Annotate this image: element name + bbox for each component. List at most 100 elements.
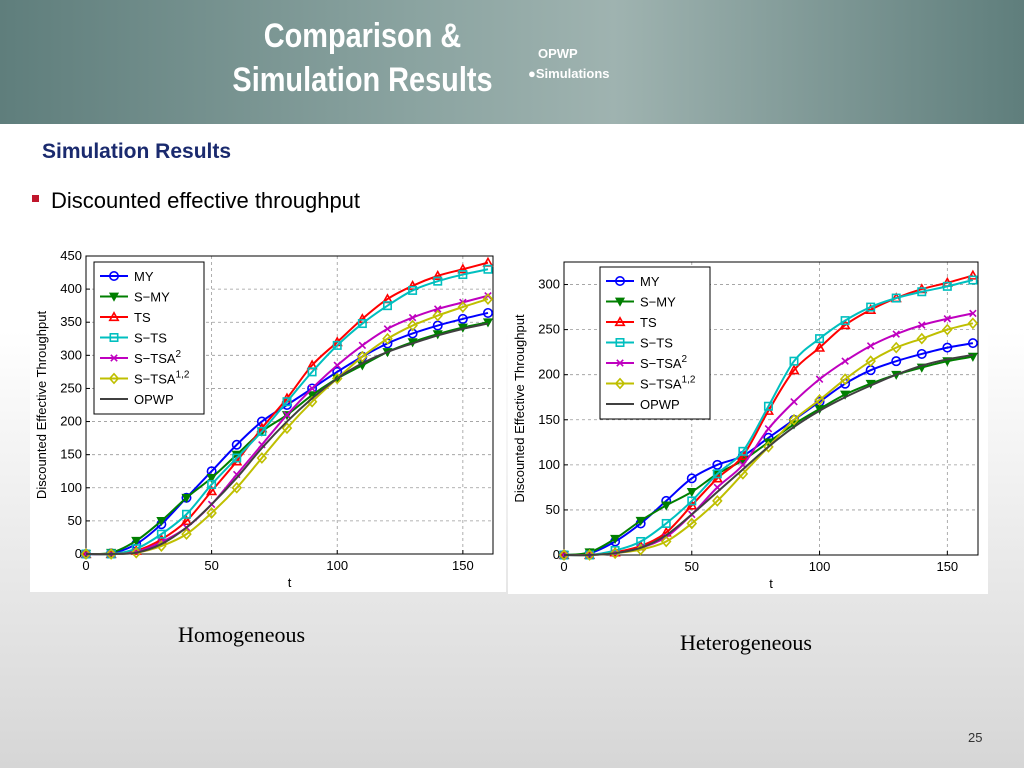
data-point	[969, 309, 977, 318]
data-point	[483, 264, 493, 274]
data-point	[333, 361, 342, 370]
data-point	[357, 319, 367, 329]
y-tick-label: 100	[60, 480, 82, 495]
caption-homogeneous: Homogeneous	[178, 622, 306, 647]
bullet-item: Discounted effective throughput	[32, 188, 360, 214]
data-point	[968, 275, 978, 285]
legend-marker	[109, 333, 119, 343]
x-tick-label: 150	[452, 558, 474, 573]
data-point	[282, 397, 292, 407]
legend-label: MY	[640, 274, 660, 289]
legend-marker	[614, 377, 626, 390]
data-point	[432, 270, 444, 281]
data-point	[181, 493, 192, 503]
data-point	[788, 413, 800, 426]
y-tick-label: 50	[546, 502, 560, 517]
data-point	[80, 548, 92, 560]
data-point	[458, 270, 468, 280]
plot-frame	[563, 261, 979, 556]
data-point	[967, 269, 979, 280]
data-point	[257, 426, 267, 436]
series-5	[80, 293, 494, 560]
legend-marker	[108, 292, 120, 302]
bullet-square-icon	[32, 194, 39, 202]
data-point	[866, 302, 876, 312]
y-tick-label: 200	[538, 367, 560, 382]
x-tick-label: 100	[326, 558, 348, 573]
y-tick-label: 200	[60, 414, 82, 429]
data-point	[815, 334, 825, 344]
data-point	[712, 495, 723, 507]
y-tick-label: 50	[68, 513, 82, 528]
data-point	[967, 317, 979, 330]
y-tick-label: 0	[553, 547, 560, 562]
data-point	[712, 469, 722, 479]
data-point	[308, 384, 316, 393]
data-point	[967, 338, 978, 349]
legend-label: S−TSA2	[134, 349, 182, 366]
legend-label: S−TS	[640, 336, 673, 351]
data-point	[686, 517, 698, 530]
series-line	[563, 353, 974, 557]
data-point	[865, 355, 876, 368]
data-point	[206, 473, 217, 484]
legend-marker	[614, 297, 626, 307]
data-point	[891, 356, 902, 367]
legend-marker	[108, 311, 120, 322]
nav-item-opwp: OPWP	[538, 46, 578, 61]
data-point	[865, 303, 877, 314]
data-point	[156, 529, 166, 539]
data-point	[232, 453, 242, 463]
series-line	[563, 342, 974, 556]
data-point	[686, 473, 697, 484]
y-tick-label: 450	[60, 248, 82, 263]
y-tick-label: 0	[75, 546, 82, 561]
data-point	[283, 411, 291, 419]
data-point	[407, 279, 419, 290]
data-point	[738, 446, 748, 456]
data-point	[686, 488, 697, 498]
data-point	[763, 401, 773, 411]
data-point	[789, 356, 799, 366]
data-point	[281, 422, 293, 435]
section-nav: OPWP ●Simulations	[528, 44, 610, 84]
y-tick-label: 350	[60, 314, 82, 329]
data-point	[231, 481, 243, 494]
data-point	[457, 301, 469, 313]
data-point	[482, 318, 494, 328]
data-point	[916, 332, 928, 345]
data-point	[231, 439, 242, 450]
legend-label: S−MY	[134, 290, 170, 305]
legend-marker	[110, 354, 118, 362]
data-point	[918, 321, 926, 329]
data-point	[332, 340, 342, 350]
legend-marker	[109, 270, 120, 281]
data-point	[660, 535, 672, 548]
slide-title-line2: Simulation Results	[232, 61, 493, 99]
data-point	[788, 364, 800, 375]
x-tick-label: 50	[204, 558, 218, 573]
data-point	[207, 479, 217, 489]
x-tick-label: 0	[560, 559, 567, 574]
legend-label: TS	[134, 310, 151, 325]
legend-label-sup: 2	[682, 354, 688, 365]
y-tick-label: 150	[60, 447, 82, 462]
data-point	[943, 315, 952, 323]
x-tick-label: 0	[82, 558, 89, 573]
data-point	[382, 332, 393, 345]
plot-frame	[85, 255, 494, 555]
series-line	[85, 268, 489, 556]
legend-label-sup: 2	[176, 349, 182, 360]
y-tick-label: 400	[60, 281, 82, 296]
data-point	[131, 536, 142, 546]
data-point	[839, 373, 851, 386]
data-point	[457, 263, 469, 274]
data-point	[256, 452, 268, 464]
data-point	[181, 528, 192, 541]
y-tick-label: 100	[538, 457, 560, 472]
nav-item-simulations: ●Simulations	[528, 66, 610, 81]
series-6	[563, 353, 974, 557]
data-point	[815, 375, 824, 383]
data-point	[433, 276, 443, 286]
data-point	[206, 507, 217, 519]
